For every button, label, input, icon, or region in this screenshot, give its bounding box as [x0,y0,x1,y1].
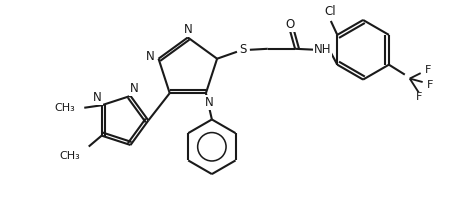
Text: F: F [425,65,431,75]
Text: N: N [93,91,102,104]
Text: NH: NH [314,43,331,56]
Text: Cl: Cl [324,4,336,18]
Text: F: F [416,92,422,102]
Text: O: O [285,18,295,31]
Text: F: F [426,80,433,90]
Text: S: S [239,43,247,56]
Text: N: N [184,23,192,36]
Text: CH₃: CH₃ [55,103,75,113]
Text: N: N [130,82,139,95]
Text: CH₃: CH₃ [60,152,80,162]
Text: N: N [205,96,213,109]
Text: N: N [146,50,155,63]
